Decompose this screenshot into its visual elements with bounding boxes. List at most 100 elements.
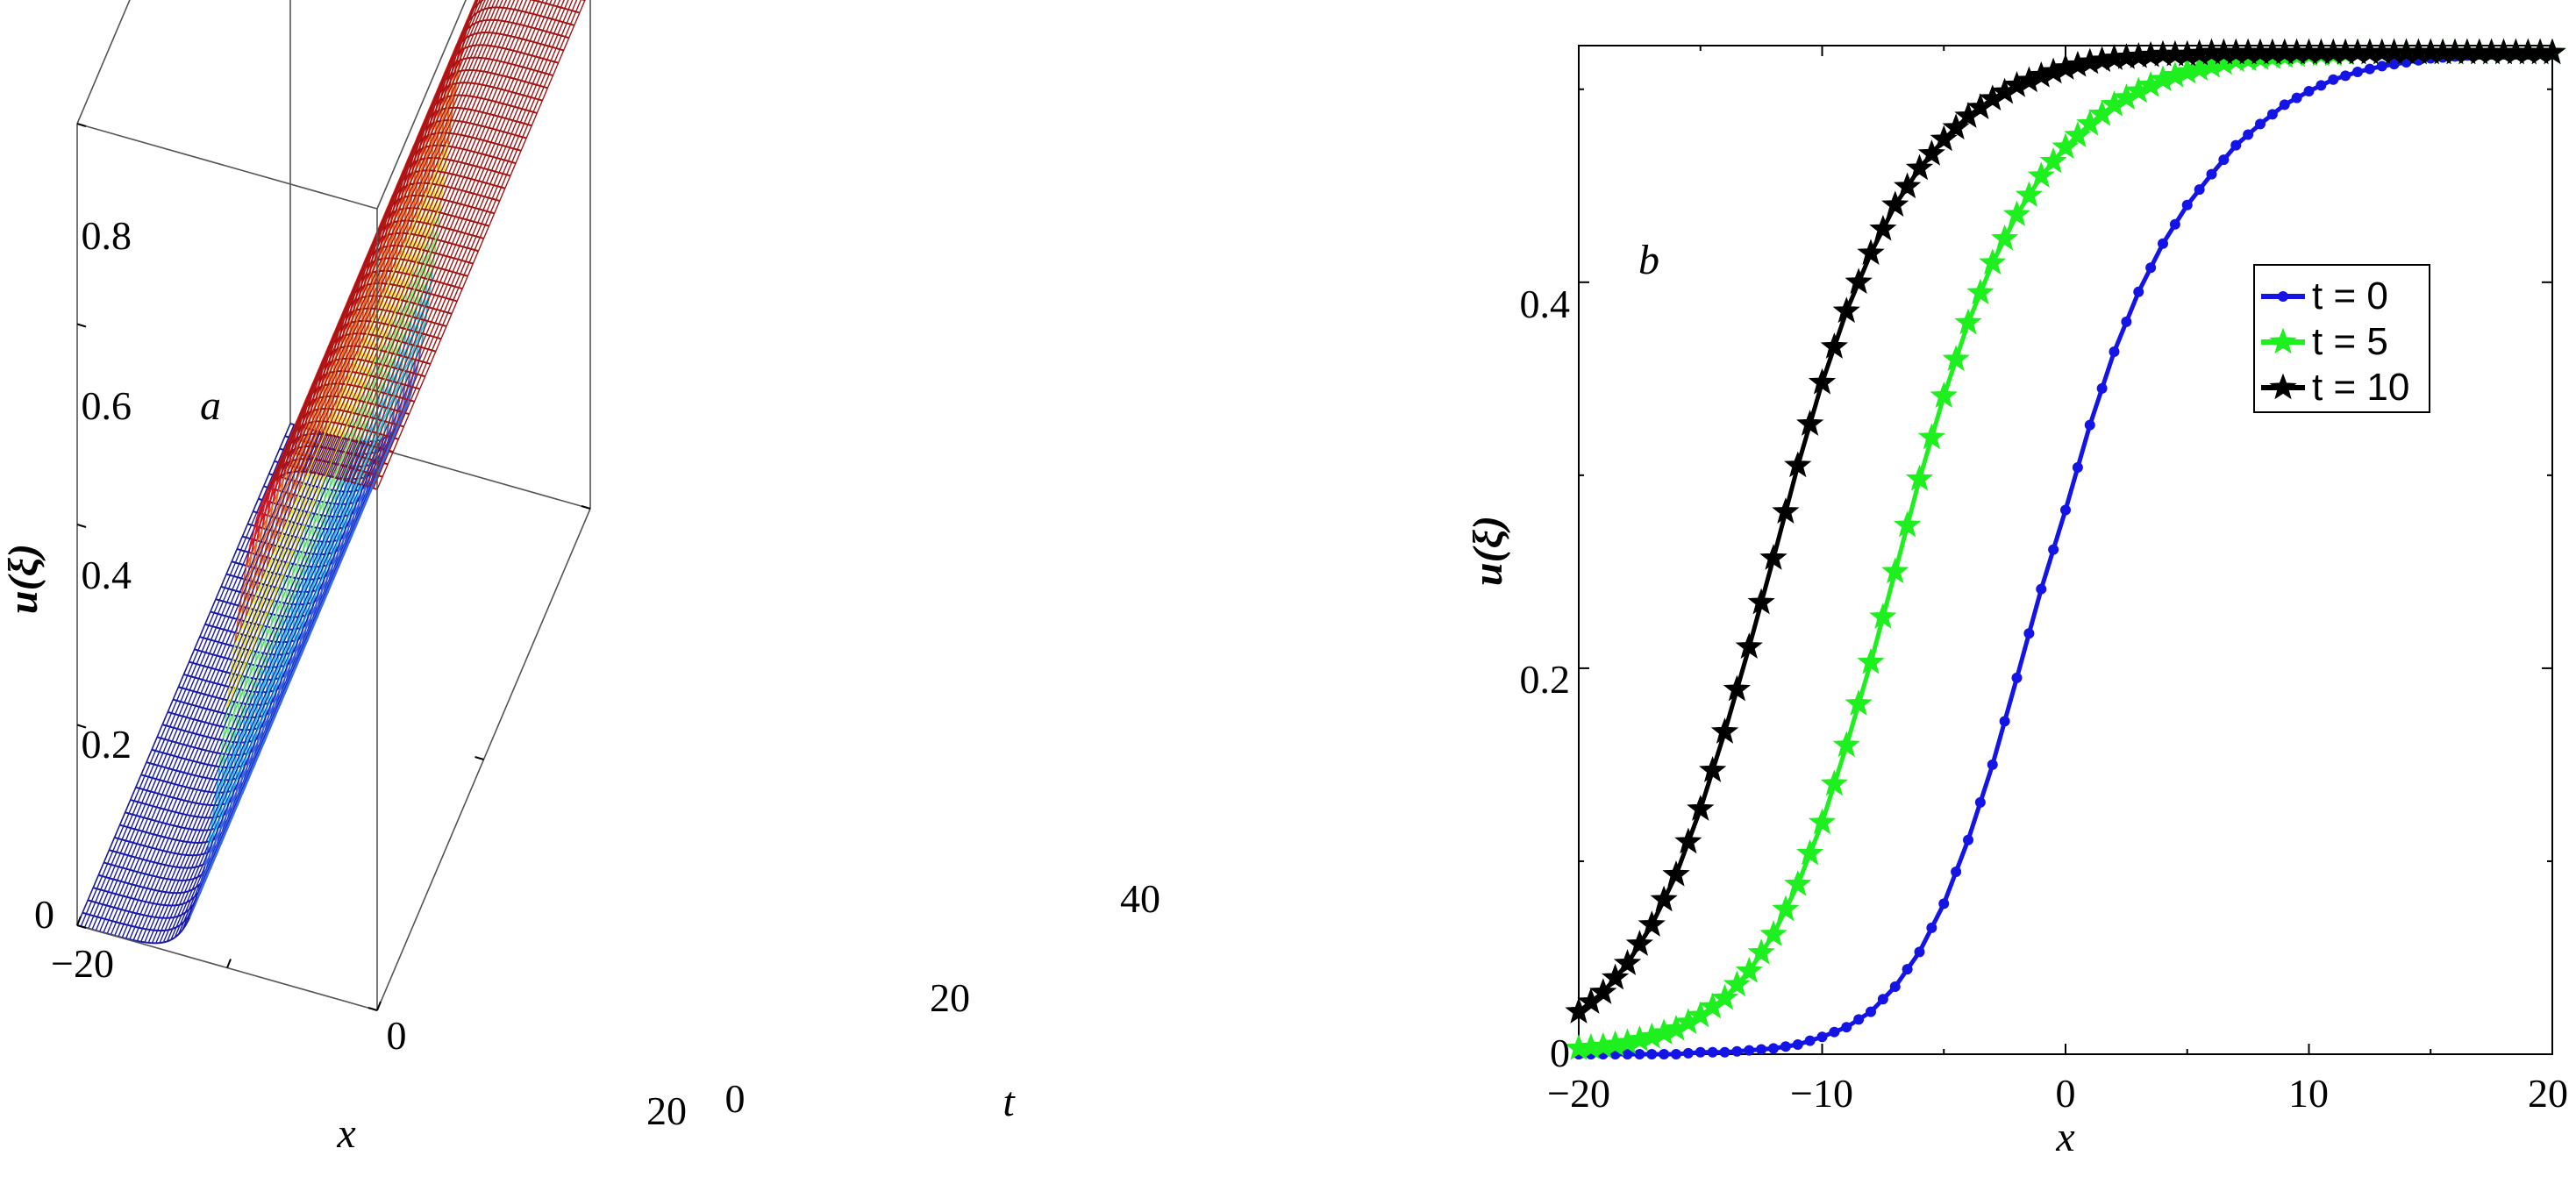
surface-mesh-line bbox=[196, 760, 201, 764]
surface-mesh-line bbox=[404, 383, 410, 387]
surface-mesh-line bbox=[128, 812, 133, 816]
surface-mesh-line bbox=[483, 168, 489, 171]
surface-mesh-line bbox=[218, 641, 223, 645]
data-point bbox=[2538, 38, 2566, 65]
surface-mesh-line bbox=[481, 223, 486, 226]
surface-mesh-line bbox=[411, 386, 417, 389]
surface-mesh-line bbox=[422, 235, 426, 239]
surface-mesh-line bbox=[555, 47, 560, 51]
surface-mesh-line bbox=[162, 822, 167, 825]
data-point bbox=[1869, 214, 1897, 241]
surface-mesh-line bbox=[550, 32, 554, 35]
surface-mesh-line bbox=[439, 184, 444, 187]
surface-mesh-line bbox=[368, 0, 578, 488]
surface-mesh-line bbox=[258, 600, 264, 632]
surface-mesh-line bbox=[391, 296, 396, 300]
surface-mesh-line bbox=[479, 111, 483, 114]
surface-mesh-line bbox=[549, 4, 554, 7]
surface-mesh-line bbox=[437, 337, 442, 340]
data-point bbox=[1784, 451, 1812, 478]
surface-mesh-line bbox=[494, 114, 498, 118]
surface-mesh-line bbox=[192, 731, 196, 735]
surface-mesh-line bbox=[534, 97, 539, 101]
surface-mesh-line bbox=[149, 902, 153, 905]
surface-mesh-line bbox=[456, 272, 460, 275]
surface-mesh-line bbox=[168, 739, 173, 743]
surface-mesh-line bbox=[107, 862, 112, 866]
surface-mesh-line bbox=[493, 86, 498, 89]
surface-mesh-line bbox=[114, 865, 119, 868]
surface-mesh-line bbox=[174, 852, 179, 855]
surface-mesh-line bbox=[449, 200, 453, 203]
surface-mesh-line bbox=[238, 115, 453, 617]
surface-mesh-line bbox=[432, 210, 437, 213]
surface-mesh-line bbox=[362, 414, 367, 417]
surface-mesh-line bbox=[239, 562, 244, 566]
data-point bbox=[1987, 759, 1998, 770]
surface-mesh-line bbox=[467, 246, 472, 250]
surface-mesh-line bbox=[491, 169, 496, 173]
surface-mesh-line bbox=[189, 828, 193, 831]
surface-mesh-line bbox=[223, 236, 438, 739]
surface-mesh-line bbox=[201, 650, 206, 653]
surface-mesh-line bbox=[181, 757, 186, 760]
surface-mesh-line bbox=[236, 548, 241, 552]
surface-mesh-line bbox=[504, 117, 510, 121]
surface-mesh-line bbox=[246, 555, 253, 579]
data-point bbox=[1902, 964, 1913, 975]
data-point bbox=[1845, 268, 1873, 295]
surface-mesh-line bbox=[103, 431, 318, 933]
surface-mesh-line bbox=[192, 760, 197, 763]
surface-mesh-line bbox=[490, 211, 495, 215]
surface-mesh-line bbox=[349, 424, 354, 428]
surface-mesh-line bbox=[202, 748, 206, 752]
surface-mesh-line bbox=[341, 396, 346, 399]
surface-mesh-line bbox=[268, 575, 275, 608]
surface-mesh-line bbox=[400, 285, 405, 289]
surface-mesh-line bbox=[139, 913, 145, 917]
surface-mesh-line bbox=[178, 686, 182, 689]
data-point bbox=[2303, 85, 2315, 96]
surface-mesh-line bbox=[177, 825, 182, 829]
surface-mesh-line bbox=[331, 421, 335, 424]
surface-mesh-line bbox=[268, 0, 478, 490]
surface-mesh-line bbox=[165, 767, 169, 770]
surface-mesh-line bbox=[167, 878, 172, 881]
surface-mesh-line bbox=[506, 7, 511, 11]
z-tick-mark bbox=[76, 924, 87, 929]
surface-mesh-line bbox=[529, 39, 534, 43]
surface-mesh-line bbox=[357, 426, 361, 430]
surface-mesh-line bbox=[399, 424, 404, 428]
data-point bbox=[2011, 672, 2023, 683]
surface-mesh-line bbox=[144, 440, 359, 943]
surface-mesh-line bbox=[206, 777, 211, 780]
surface-mesh-line bbox=[195, 704, 200, 708]
surface-mesh-line bbox=[507, 62, 512, 66]
surface-mesh-line bbox=[114, 433, 329, 937]
surface-mesh-line bbox=[197, 747, 203, 751]
surface-mesh-line bbox=[104, 917, 110, 921]
surface-mesh-line bbox=[560, 6, 566, 10]
data-point bbox=[2340, 70, 2351, 82]
surface-mesh-line bbox=[496, 129, 501, 132]
surface-mesh-line bbox=[495, 170, 500, 174]
surface-mesh-line bbox=[428, 348, 432, 352]
surface-mesh-line bbox=[193, 788, 198, 791]
data-point bbox=[1622, 1049, 1633, 1059]
surface-mesh-line bbox=[383, 364, 389, 367]
surface-mesh-line bbox=[125, 839, 130, 843]
surface-mesh-line bbox=[415, 289, 420, 292]
surface-mesh-line bbox=[447, 311, 453, 315]
surface-mesh-line bbox=[402, 272, 407, 275]
surface-mesh-line bbox=[215, 598, 220, 602]
surface-mesh-line bbox=[191, 703, 196, 707]
surface-mesh-line bbox=[421, 374, 425, 378]
surface-mesh-line bbox=[194, 648, 199, 652]
surface-mesh-line bbox=[289, 525, 296, 557]
surface-mesh-line bbox=[175, 713, 180, 717]
surface-mesh-line bbox=[433, 335, 438, 339]
surface-mesh-line bbox=[503, 103, 508, 106]
surface-mesh-line bbox=[433, 266, 439, 269]
surface-mesh-line bbox=[335, 0, 540, 479]
